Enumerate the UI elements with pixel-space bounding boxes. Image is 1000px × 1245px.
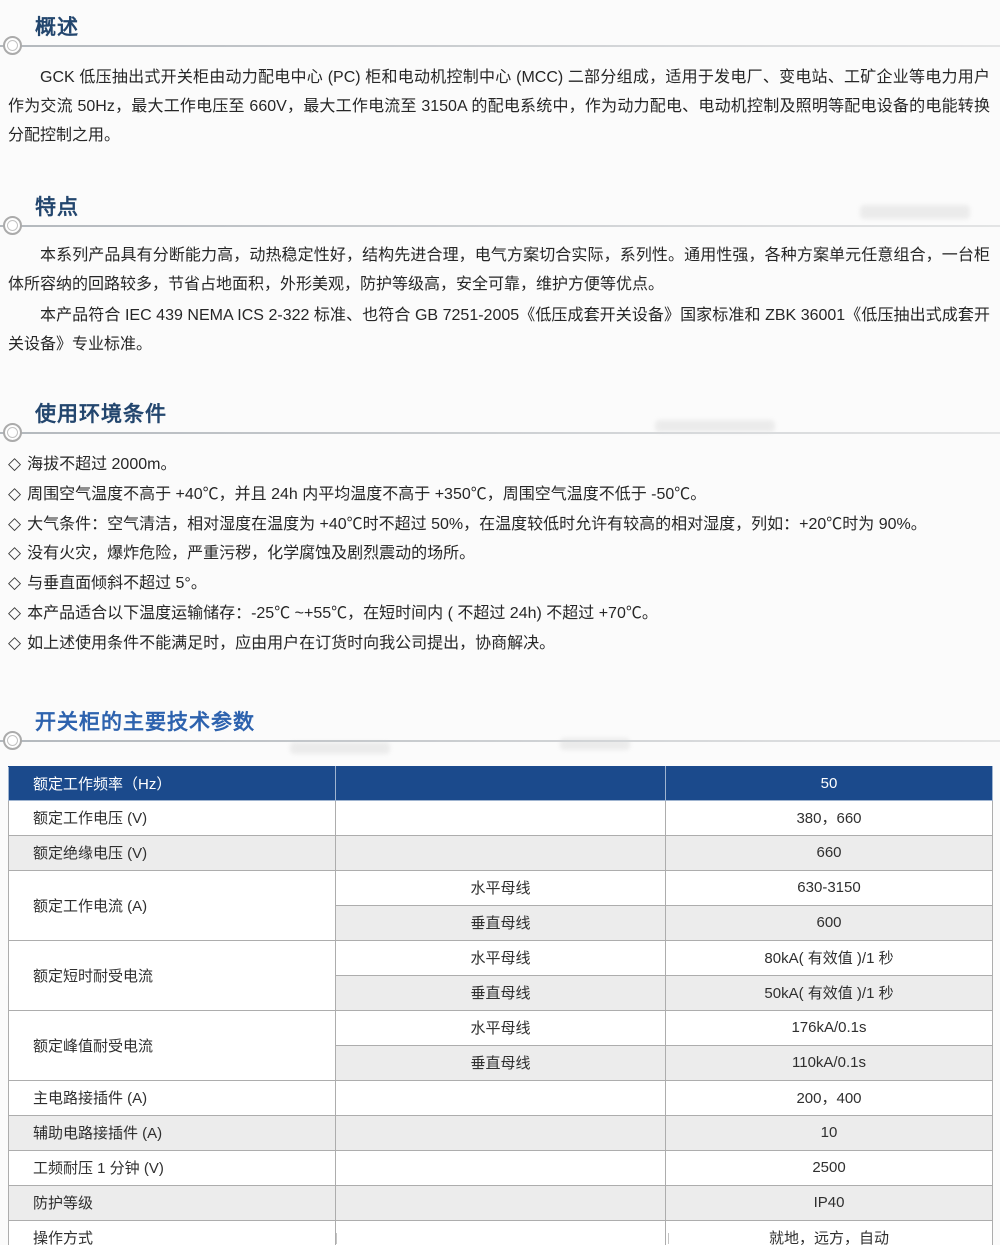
section-ring-icon [3, 36, 22, 55]
features-paragraph-2: 本产品符合 IEC 439 NEMA ICS 2-322 标准、也符合 GB 7… [8, 307, 990, 353]
param-value-cell: 2500 [665, 1149, 993, 1186]
section-rule [0, 423, 1000, 442]
param-label-cell: 额定绝缘电压 (V) [8, 834, 336, 871]
bus-type-cell [335, 765, 666, 801]
bus-type-cell: 水平母线 [335, 939, 666, 976]
bus-type-cell: 水平母线 [335, 1009, 666, 1046]
param-label-cell: 操作方式 [8, 1219, 336, 1245]
section-ring-icon [3, 423, 22, 442]
section-rule [0, 730, 1000, 750]
bus-type-cell: 垂直母线 [335, 1044, 666, 1081]
env-condition-item: ◇ 周围空气温度不高于 +40℃，并且 24h 内平均温度不高于 +350℃，周围… [8, 480, 1000, 510]
table-header-row: 额定工作频率（Hz） 50 [8, 765, 993, 801]
env-condition-item: ◇ 没有火灾，爆炸危险，严重污秽，化学腐蚀及剧烈震动的场所。 [8, 539, 1000, 569]
section-parameters: 开关柜的主要技术参数 [0, 709, 1000, 750]
env-condition-text: 大气条件：空气清洁，相对湿度在温度为 +40℃时不超过 50%，在温度较低时允许… [27, 515, 927, 533]
section-environment: 使用环境条件 [0, 401, 1000, 442]
param-label-cell: 额定短时耐受电流 [8, 939, 336, 1011]
param-label-cell: 额定工作电流 (A) [8, 869, 336, 941]
overview-title: 概述 [35, 16, 79, 39]
table-row: 操作方式 就地，远方，自动 [8, 1219, 993, 1245]
table-row: 额定峰值耐受电流 水平母线 176kA/0.1s [8, 1009, 993, 1081]
param-label-cell: 工频耐压 1 分钟 (V) [8, 1149, 336, 1186]
param-value-cell: 80kA( 有效值 )/1 秒 [665, 939, 993, 976]
env-condition-text: 本产品适合以下温度运输储存：-25℃ ~+55℃，在短时间内 ( 不超过 24h… [27, 604, 658, 622]
bus-type-cell [335, 799, 666, 836]
bus-type-cell [335, 1079, 666, 1116]
env-condition-text: 如上述使用条件不能满足时，应由用户在订货时向我公司提出，协商解决。 [27, 634, 556, 652]
section-ring-icon [3, 730, 22, 750]
param-value-cell: 110kA/0.1s [665, 1044, 993, 1081]
bus-type-cell [335, 834, 666, 871]
param-value-cell: 50 [665, 765, 993, 801]
bus-type-cell [335, 1184, 666, 1221]
bus-type-cell [335, 1219, 666, 1245]
table-row: 主电路接插件 (A) 200，400 [8, 1079, 993, 1116]
table-row: 防护等级 IP40 [8, 1184, 993, 1221]
param-label-cell: 额定工作频率（Hz） [8, 765, 336, 801]
scan-smudge [290, 742, 390, 754]
section-rule [0, 216, 1000, 235]
param-value-cell: 就地，远方，自动 [665, 1219, 993, 1245]
features-title: 特点 [35, 196, 79, 219]
env-condition-item: ◇ 大气条件：空气清洁，相对湿度在温度为 +40℃时不超过 50%，在温度较低时允… [8, 510, 1000, 540]
table-row: 工频耐压 1 分钟 (V) 2500 [8, 1149, 993, 1186]
table-row: 额定工作电压 (V) 380，660 [8, 799, 993, 836]
env-condition-item: ◇ 本产品适合以下温度运输储存：-25℃ ~+55℃，在短时间内 ( 不超过 24… [8, 599, 1000, 629]
parameters-title: 开关柜的主要技术参数 [35, 710, 255, 734]
table-row: 额定绝缘电压 (V) 660 [8, 834, 993, 871]
diamond-bullet-icon: ◇ [8, 513, 22, 533]
param-value-cell: 10 [665, 1114, 993, 1151]
bus-type-cell [335, 1149, 666, 1186]
param-value-cell: 630-3150 [665, 869, 993, 906]
env-condition-text: 与垂直面倾斜不超过 5°。 [27, 575, 207, 593]
table-divider-stub [668, 1233, 669, 1244]
param-value-cell: 600 [665, 904, 993, 941]
param-label-cell: 主电路接插件 (A) [8, 1079, 336, 1116]
param-label-cell: 辅助电路接插件 (A) [8, 1114, 336, 1151]
env-condition-text: 周围空气温度不高于 +40℃，并且 24h 内平均温度不高于 +350℃，周围空… [27, 485, 707, 503]
section-ring-icon [3, 216, 22, 235]
param-value-cell: 660 [665, 834, 993, 871]
param-value-cell: 380，660 [665, 799, 993, 836]
param-label-cell: 防护等级 [8, 1184, 336, 1221]
section-rule [0, 36, 1000, 55]
table-divider-stub [336, 1233, 337, 1244]
section-overview: 概述 [0, 14, 1000, 55]
table-row: 额定短时耐受电流 水平母线 80kA( 有效值 )/1 秒 [8, 939, 993, 1011]
diamond-bullet-icon: ◇ [8, 483, 22, 503]
diamond-bullet-icon: ◇ [8, 573, 22, 593]
bus-type-cell: 垂直母线 [335, 974, 666, 1011]
diamond-bullet-icon: ◇ [8, 632, 22, 652]
diamond-bullet-icon: ◇ [8, 543, 22, 563]
env-condition-item: ◇ 与垂直面倾斜不超过 5°。 [8, 569, 1000, 599]
env-condition-item: ◇ 如上述使用条件不能满足时，应由用户在订货时向我公司提出，协商解决。 [8, 629, 1000, 659]
bus-type-cell [335, 1114, 666, 1151]
table-row: 额定工作电流 (A) 水平母线 630-3150 [8, 869, 993, 941]
environment-conditions-list: ◇ 海拔不超过 2000m。 ◇ 周围空气温度不高于 +40℃，并且 24h 内平均… [8, 450, 1000, 659]
tech-params-table: 额定工作频率（Hz） 50 额定工作电压 (V) 380，660 额定绝缘电压 … [8, 765, 993, 1245]
bus-type-cell: 水平母线 [335, 869, 666, 906]
env-condition-text: 没有火灾，爆炸危险，严重污秽，化学腐蚀及剧烈震动的场所。 [27, 545, 476, 563]
param-value-cell: 50kA( 有效值 )/1 秒 [665, 974, 993, 1011]
overview-paragraph: GCK 低压抽出式开关柜由动力配电中心 (PC) 柜和电动机控制中心 (MCC)… [8, 69, 990, 144]
environment-title: 使用环境条件 [35, 403, 167, 426]
table-row: 辅助电路接插件 (A) 10 [8, 1114, 993, 1151]
param-label-cell: 额定工作电压 (V) [8, 799, 336, 836]
diamond-bullet-icon: ◇ [8, 602, 22, 622]
env-condition-item: ◇ 海拔不超过 2000m。 [8, 450, 1000, 480]
param-label-cell: 额定峰值耐受电流 [8, 1009, 336, 1081]
features-paragraph-1: 本系列产品具有分断能力高，动热稳定性好，结构先进合理，电气方案切合实际，系列性。… [8, 247, 990, 293]
param-value-cell: 176kA/0.1s [665, 1009, 993, 1046]
section-features: 特点 [0, 194, 1000, 235]
param-value-cell: IP40 [665, 1184, 993, 1221]
param-value-cell: 200，400 [665, 1079, 993, 1116]
env-condition-text: 海拔不超过 2000m。 [27, 456, 177, 473]
bus-type-cell: 垂直母线 [335, 904, 666, 941]
diamond-bullet-icon: ◇ [8, 454, 22, 473]
